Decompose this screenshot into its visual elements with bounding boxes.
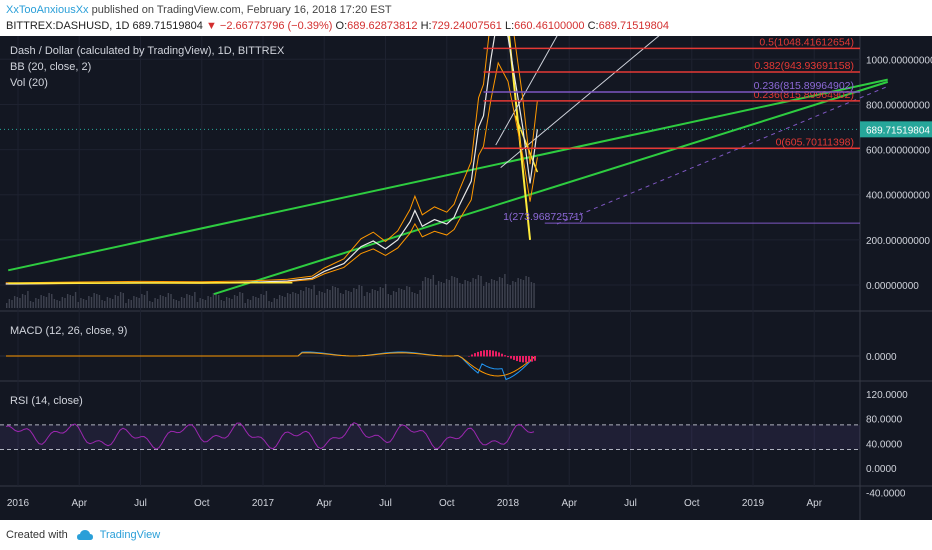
macd-histogram-bar bbox=[492, 350, 494, 357]
time-tick-label: 2018 bbox=[497, 498, 520, 509]
price-line bbox=[5, 12, 538, 285]
time-tick-label: Apr bbox=[561, 498, 577, 509]
macd-histogram-bar bbox=[483, 350, 485, 357]
chart-header: XxTooAnxiousXx published on TradingView.… bbox=[0, 0, 932, 36]
close-label: C: bbox=[587, 20, 599, 32]
price-tick-label: 200.00000000 bbox=[866, 236, 930, 247]
time-tick-label: Oct bbox=[439, 498, 455, 509]
fib-level-label: 0(605.70111398) bbox=[776, 136, 854, 148]
low-value: 660.46100000 bbox=[514, 20, 585, 32]
white-trendline[interactable] bbox=[500, 18, 680, 169]
published-text: published on TradingView.com, February 1… bbox=[91, 4, 392, 16]
high-label: H: bbox=[420, 20, 432, 32]
down-arrow-icon: ▼ bbox=[205, 20, 217, 32]
rsi-tick-label: 80.0000 bbox=[866, 415, 903, 426]
legend-rsi: RSI (14, close) bbox=[10, 395, 83, 407]
macd-histogram-bar bbox=[504, 355, 506, 357]
close-value: 689.71519804 bbox=[598, 20, 669, 32]
bb-upper-line bbox=[5, 0, 538, 284]
purple-dashed-trendline[interactable] bbox=[556, 85, 888, 225]
high-value: 729.24007561 bbox=[431, 20, 502, 32]
macd-histogram-bar bbox=[516, 356, 518, 362]
yellow-line-2[interactable] bbox=[514, 115, 539, 173]
macd-tick-label: 0.0000 bbox=[866, 352, 897, 363]
ohlc-line: BITTREX:DASHUSD, 1D 689.71519804 ▼ −2.66… bbox=[6, 20, 669, 32]
legend-vol: Vol (20) bbox=[10, 77, 48, 89]
macd-histogram-bar bbox=[498, 352, 500, 357]
rsi-tick-label: 0.0000 bbox=[866, 464, 897, 475]
legend-macd: MACD (12, 26, close, 9) bbox=[10, 325, 127, 337]
time-tick-label: Jul bbox=[134, 498, 147, 509]
time-tick-label: 2017 bbox=[252, 498, 275, 509]
author-link[interactable]: XxTooAnxiousXx bbox=[6, 4, 89, 16]
macd-histogram-bar bbox=[474, 353, 476, 357]
price-tick-label: 1000.00000000 bbox=[866, 55, 932, 66]
last-price-badge bbox=[860, 121, 932, 138]
macd-histogram-bar bbox=[471, 354, 473, 357]
price-tick-label: 400.00000000 bbox=[866, 191, 930, 202]
time-tick-label: Apr bbox=[806, 498, 822, 509]
price-tick-label: 0.00000000 bbox=[866, 281, 919, 292]
macd-histogram-bar bbox=[525, 356, 527, 363]
macd-histogram-bar bbox=[501, 353, 503, 357]
fib-level-label: 0.5(1048.41612654) bbox=[759, 36, 854, 48]
macd-histogram-bar bbox=[510, 356, 512, 359]
time-tick-label: Oct bbox=[684, 498, 700, 509]
macd-histogram-bar bbox=[468, 356, 470, 357]
time-tick-label: 2016 bbox=[7, 498, 30, 509]
fib-level-label: 0.382(943.93691158) bbox=[754, 60, 854, 72]
tradingview-logo-icon bbox=[76, 529, 93, 540]
macd-histogram-bar bbox=[477, 351, 479, 357]
macd-histogram-bar bbox=[507, 356, 509, 358]
tradingview-link[interactable]: TradingView bbox=[99, 529, 161, 541]
macd-histogram-bar bbox=[534, 356, 536, 361]
price-tick-label: 800.00000000 bbox=[866, 100, 930, 111]
white-trendline-2[interactable] bbox=[495, 13, 570, 146]
open-label: O: bbox=[335, 20, 348, 32]
footer: Created with TradingView bbox=[0, 520, 932, 550]
rsi-tick-label: -40.0000 bbox=[866, 489, 906, 500]
publish-line: XxTooAnxiousXx published on TradingView.… bbox=[6, 4, 392, 16]
macd-histogram-bar bbox=[519, 356, 521, 362]
time-tick-label: Apr bbox=[316, 498, 332, 509]
chart-svg[interactable]: 0.5(1048.41612654) 0.382(943.93691158) 0.2… bbox=[0, 0, 932, 520]
time-tick-label: Oct bbox=[194, 498, 210, 509]
change-value: −2.66773796 (−0.39%) bbox=[219, 20, 333, 32]
price-tick-label: 600.00000000 bbox=[866, 146, 930, 157]
created-with-label: Created with bbox=[6, 529, 68, 541]
fib-level-label: 0.236(815.89964902) bbox=[754, 80, 854, 92]
symbol-label: BITTREX:DASHUSD, 1D bbox=[6, 20, 130, 32]
macd-histogram-bar bbox=[522, 356, 524, 363]
time-tick-label: Jul bbox=[624, 498, 637, 509]
macd-histogram-bar bbox=[495, 351, 497, 357]
last-price: 689.71519804 bbox=[132, 20, 203, 32]
chart-area[interactable]: 0.5(1048.41612654) 0.382(943.93691158) 0.2… bbox=[0, 0, 932, 520]
time-tick-label: Apr bbox=[71, 498, 87, 509]
macd-histogram-bar bbox=[486, 350, 488, 357]
low-label: L: bbox=[504, 20, 515, 32]
legend-bb: BB (20, close, 2) bbox=[10, 61, 91, 73]
macd-histogram-bar bbox=[531, 356, 533, 362]
rsi-tick-label: 120.0000 bbox=[866, 390, 908, 401]
last-price-label: 689.71519804 bbox=[866, 125, 930, 136]
rsi-band bbox=[0, 424, 860, 450]
rsi-tick-label: 40.0000 bbox=[866, 439, 903, 450]
lower-trendline[interactable] bbox=[213, 80, 889, 295]
rsi-line bbox=[5, 422, 535, 450]
macd-histogram-bar bbox=[489, 350, 491, 357]
macd-signal-line bbox=[6, 352, 535, 377]
volume-bars bbox=[6, 274, 535, 308]
macd-histogram-bar bbox=[513, 356, 515, 360]
fib-level-label: 1(273.96872571) bbox=[503, 211, 583, 223]
created-with: Created with TradingView bbox=[6, 529, 160, 541]
macd-histogram-bar bbox=[480, 350, 482, 357]
legend-title: Dash / Dollar (calculated by TradingView… bbox=[10, 45, 285, 57]
open-value: 689.62873812 bbox=[347, 20, 418, 32]
time-tick-label: Jul bbox=[379, 498, 392, 509]
long-trendline[interactable] bbox=[7, 78, 888, 272]
macd-histogram-bar bbox=[528, 356, 530, 363]
time-tick-label: 2019 bbox=[742, 498, 765, 509]
